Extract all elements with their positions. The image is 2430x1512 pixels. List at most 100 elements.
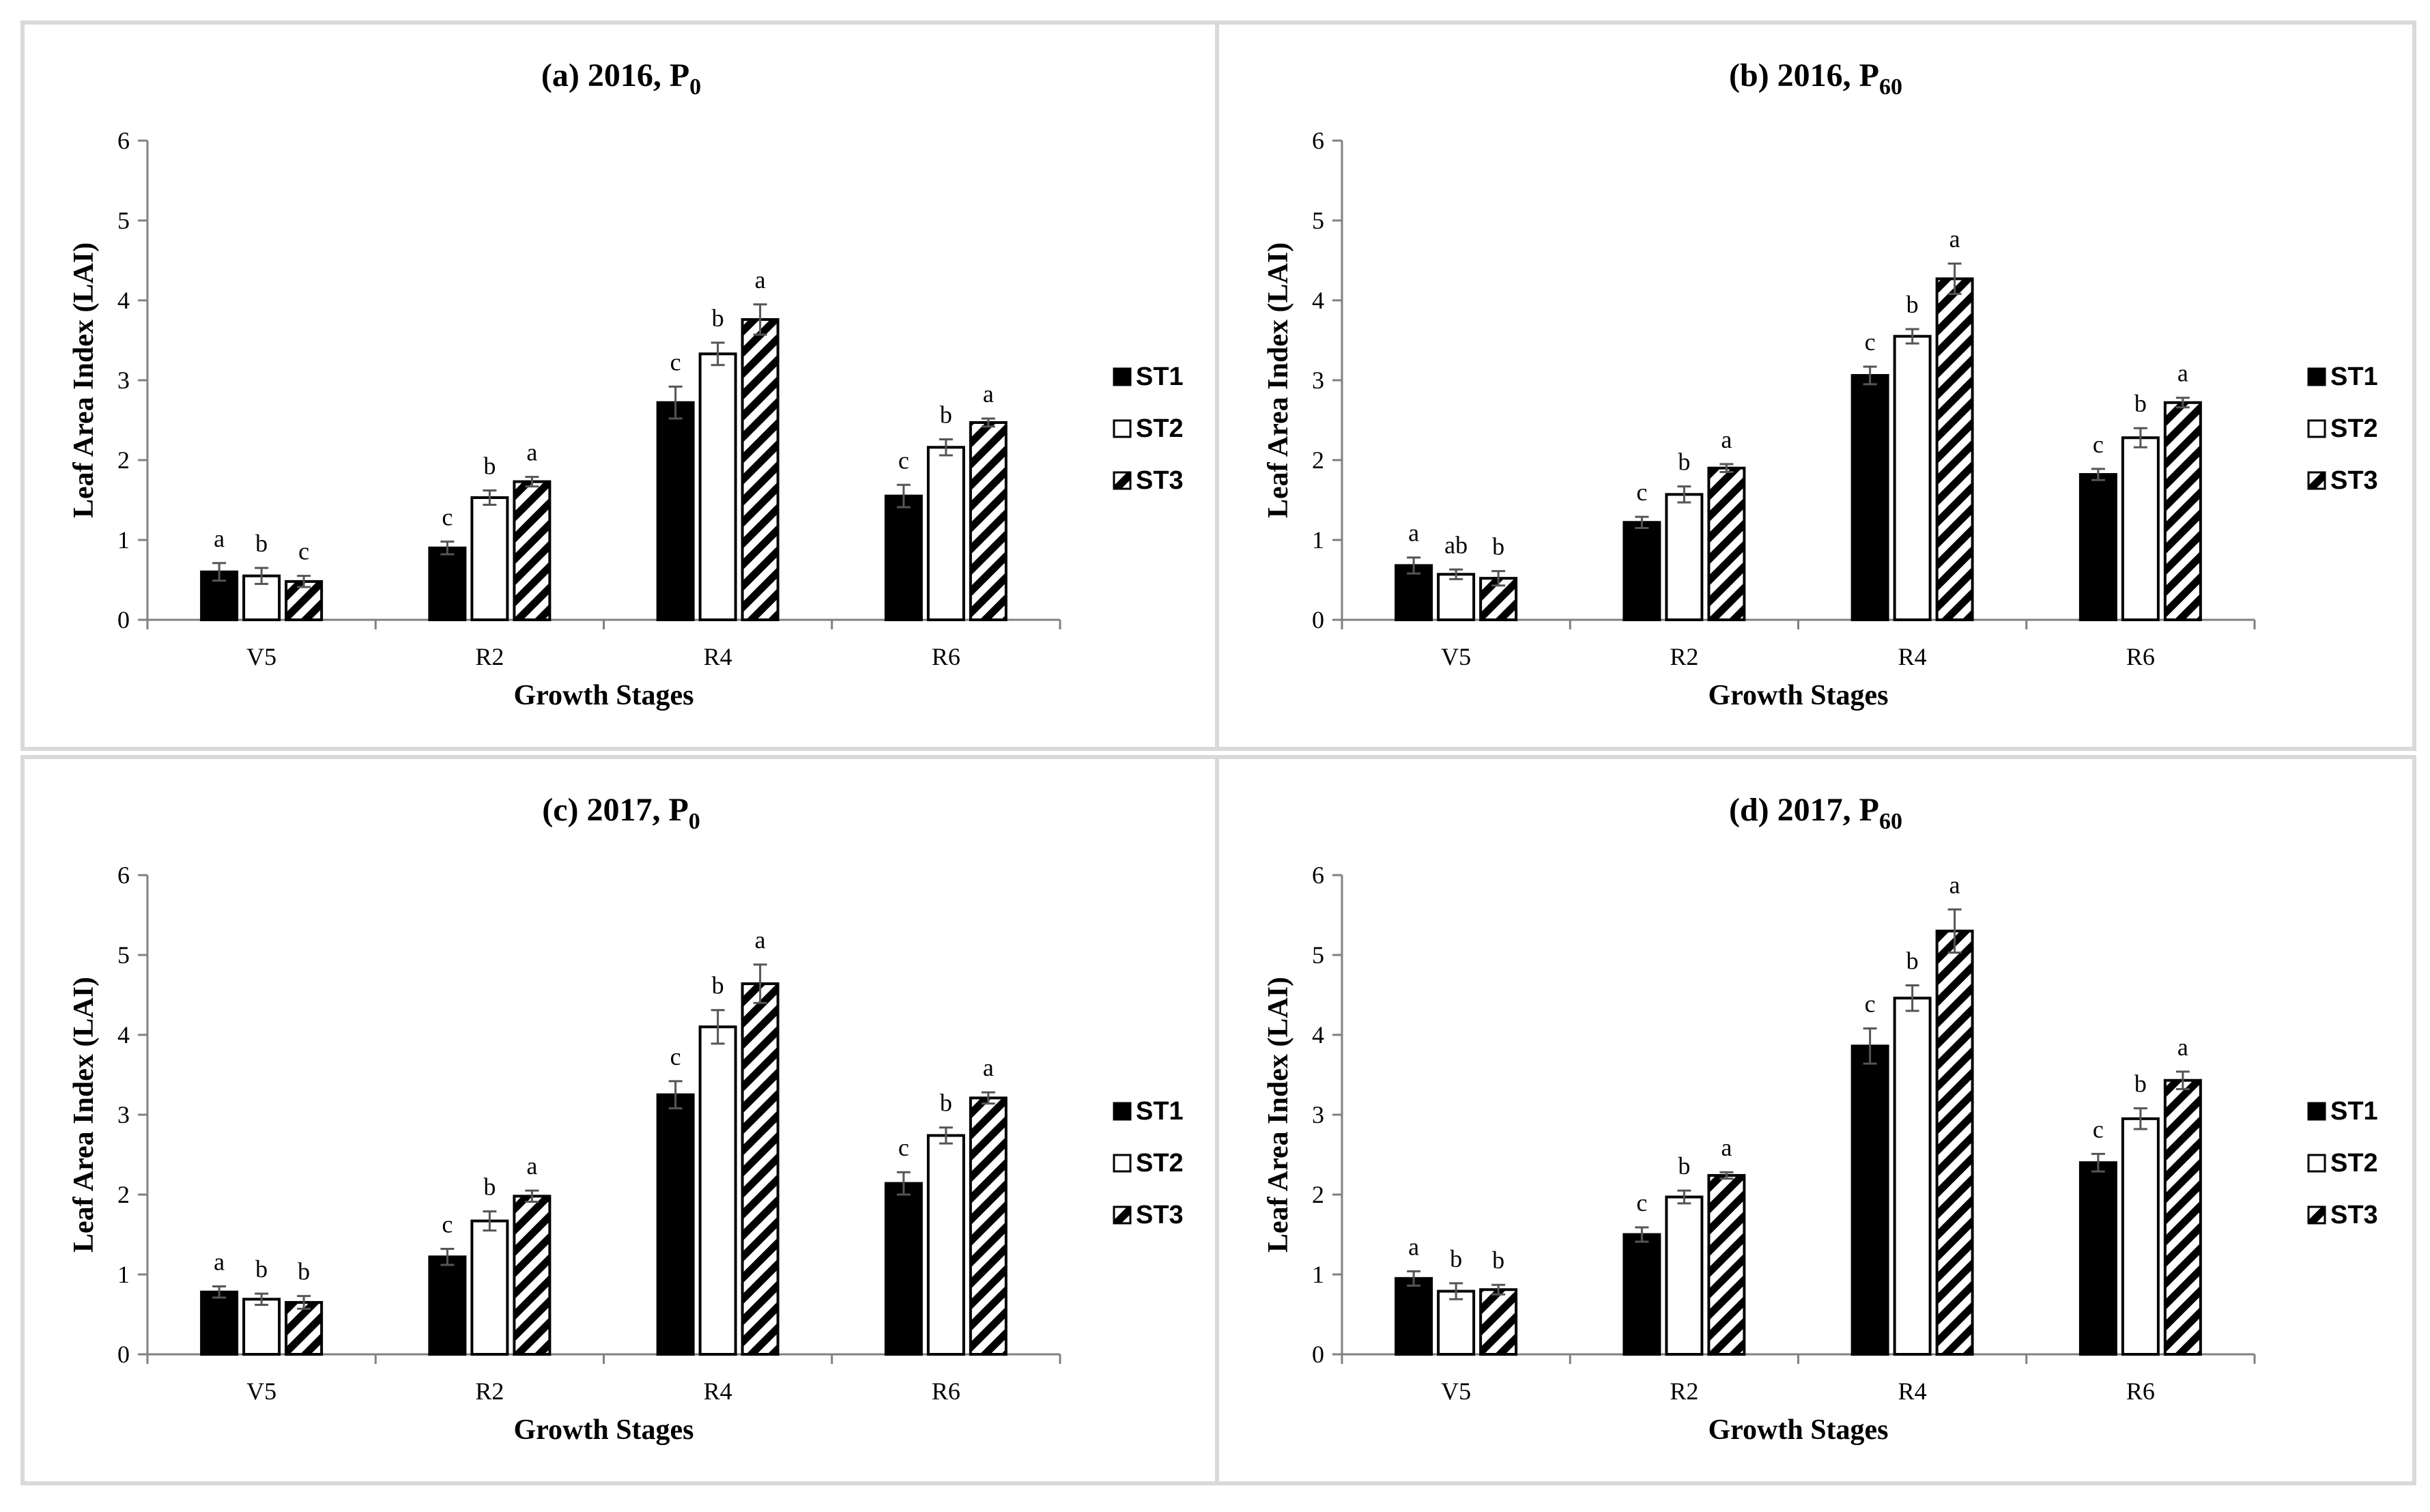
x-tick-label: R4 bbox=[1898, 643, 1927, 670]
bar-st2-r6 bbox=[2121, 436, 2160, 621]
bar-st2-r4 bbox=[698, 1025, 737, 1356]
chart-title-subscript: 60 bbox=[1879, 809, 1902, 834]
y-tick-label: 2 bbox=[117, 446, 130, 474]
y-tick-label: 3 bbox=[1312, 1101, 1324, 1128]
legend-label-st2: ST2 bbox=[1136, 1149, 1184, 1178]
x-tick-label: R2 bbox=[1670, 1378, 1698, 1405]
bar-st1-v5 bbox=[1395, 1276, 1433, 1356]
significance-letter: b bbox=[2134, 390, 2147, 417]
significance-letter: c bbox=[1865, 990, 1876, 1018]
bar-st1-r4 bbox=[656, 401, 695, 621]
y-tick-label: 1 bbox=[1312, 1261, 1324, 1288]
bar-st3-r2 bbox=[513, 1195, 552, 1356]
significance-letter: a bbox=[1408, 1233, 1419, 1260]
x-tick-label: R4 bbox=[704, 643, 732, 670]
y-tick-label: 6 bbox=[1312, 127, 1324, 154]
legend-label-st2: ST2 bbox=[2330, 414, 2378, 443]
chart-title-subscript: 0 bbox=[689, 74, 701, 100]
significance-letter: c bbox=[670, 1043, 681, 1070]
x-tick-label: R6 bbox=[932, 643, 960, 670]
chart-title: (d) 2017, P60 bbox=[1729, 792, 1902, 834]
legend-swatch-st3 bbox=[1113, 1206, 1132, 1225]
significance-letter: b bbox=[298, 1258, 310, 1285]
y-axis-label: Leaf Area Index (LAI) bbox=[1263, 977, 1294, 1253]
significance-letter: b bbox=[1492, 533, 1504, 560]
bar-st2-r2 bbox=[470, 496, 509, 621]
chart-title-subscript: 60 bbox=[1879, 74, 1902, 100]
bar-st1-r2 bbox=[428, 546, 467, 622]
y-tick-label: 3 bbox=[117, 1101, 130, 1128]
significance-letter: b bbox=[483, 1173, 496, 1201]
legend-swatch-st1 bbox=[2307, 1102, 2326, 1121]
bar-st2-r2 bbox=[470, 1219, 509, 1356]
significance-letter: b bbox=[483, 452, 496, 479]
significance-letter: a bbox=[1949, 225, 1960, 253]
bar-st1-r6 bbox=[2078, 1161, 2117, 1356]
y-tick-label: 1 bbox=[1312, 526, 1324, 554]
bar-st2-r6 bbox=[926, 446, 965, 622]
y-tick-label: 0 bbox=[1312, 1341, 1324, 1368]
significance-letter: c bbox=[2093, 431, 2104, 458]
bar-st2-v5 bbox=[242, 574, 281, 622]
y-axis-label: Leaf Area Index (LAI) bbox=[1263, 242, 1294, 518]
significance-letter: c bbox=[670, 348, 681, 375]
significance-letter: b bbox=[1450, 1245, 1462, 1272]
y-tick-label: 4 bbox=[1312, 1021, 1324, 1049]
panel-a: (a) 2016, P0 Leaf Area Index (LAI) Growth … bbox=[20, 20, 1222, 751]
bar-st1-r4 bbox=[1850, 373, 1889, 621]
significance-letter: c bbox=[1636, 1189, 1647, 1216]
x-axis-label: Growth Stages bbox=[513, 1414, 694, 1446]
bar-st2-r6 bbox=[926, 1134, 965, 1356]
significance-letter: a bbox=[755, 926, 766, 954]
significance-letter: c bbox=[442, 1211, 453, 1238]
x-tick-label: R6 bbox=[2126, 643, 2155, 670]
significance-letter: b bbox=[1678, 1152, 1690, 1180]
legend-label-st3: ST3 bbox=[1136, 1201, 1184, 1229]
legend-swatch-st3 bbox=[2307, 471, 2326, 490]
significance-letter: a bbox=[1721, 426, 1732, 453]
significance-letter: b bbox=[255, 1255, 268, 1283]
chart-b: (b) 2016, P60 Leaf Area Index (LAI) Growth… bbox=[1263, 57, 2378, 711]
significance-letter: b bbox=[712, 972, 724, 999]
significance-letter: b bbox=[1492, 1246, 1504, 1274]
legend-swatch-st2 bbox=[1113, 1154, 1132, 1173]
bar-st3-r4 bbox=[1935, 277, 1974, 621]
chart-title-main: (b) 2016, P bbox=[1729, 57, 1879, 94]
legend-swatch-st3 bbox=[2307, 1206, 2326, 1225]
bar-st2-r2 bbox=[1665, 1195, 1704, 1356]
y-tick-label: 6 bbox=[1312, 861, 1324, 889]
significance-letter: a bbox=[2177, 360, 2188, 387]
x-tick-label: V5 bbox=[1441, 1378, 1471, 1405]
chart-title-main: (d) 2017, P bbox=[1729, 792, 1879, 828]
significance-letter: c bbox=[1636, 479, 1647, 506]
bar-st1-r2 bbox=[428, 1255, 467, 1356]
x-axis-label: Growth Stages bbox=[513, 680, 694, 711]
x-tick-label: R4 bbox=[704, 1378, 732, 1405]
bar-st2-r4 bbox=[1893, 334, 1932, 621]
significance-letter: a bbox=[526, 1152, 537, 1180]
bar-st3-r6 bbox=[969, 421, 1007, 621]
significance-letter: a bbox=[214, 525, 225, 552]
x-tick-label: R6 bbox=[932, 1378, 960, 1405]
bar-st3-v5 bbox=[285, 1300, 324, 1356]
bar-st3-r2 bbox=[1707, 466, 1746, 622]
significance-letter: b bbox=[1906, 947, 1919, 974]
significance-letter: a bbox=[214, 1249, 225, 1276]
legend-label-st3: ST3 bbox=[2330, 466, 2378, 495]
x-tick-label: R2 bbox=[475, 1378, 504, 1405]
panel-c: (c) 2017, P0 Leaf Area Index (LAI) Growth … bbox=[20, 755, 1222, 1485]
x-tick-label: R2 bbox=[475, 643, 504, 670]
x-tick-label: V5 bbox=[1441, 643, 1471, 670]
bar-st3-r4 bbox=[741, 982, 780, 1356]
bar-st3-r4 bbox=[741, 318, 780, 621]
x-tick-label: R6 bbox=[2126, 1378, 2155, 1405]
significance-letter: b bbox=[712, 304, 724, 332]
bar-st1-v5 bbox=[200, 1290, 239, 1356]
chart-title: (b) 2016, P60 bbox=[1729, 57, 1902, 100]
y-tick-label: 5 bbox=[117, 207, 130, 234]
y-tick-label: 2 bbox=[117, 1181, 130, 1208]
significance-letter: a bbox=[983, 380, 994, 408]
x-axis-label: Growth Stages bbox=[1708, 680, 1888, 711]
y-tick-label: 2 bbox=[1312, 446, 1324, 474]
